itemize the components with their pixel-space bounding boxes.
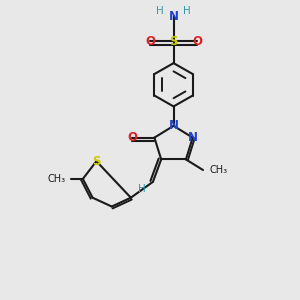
Text: O: O (145, 34, 155, 48)
Text: H: H (138, 184, 146, 194)
Text: N: N (169, 10, 178, 22)
Text: N: N (188, 131, 198, 144)
Text: S: S (92, 155, 101, 168)
Text: O: O (192, 34, 202, 48)
Text: O: O (127, 131, 137, 144)
Text: S: S (169, 34, 178, 48)
Text: N: N (169, 119, 178, 132)
Text: CH₃: CH₃ (48, 174, 66, 184)
Text: H: H (156, 6, 164, 16)
Text: CH₃: CH₃ (209, 165, 228, 175)
Text: H: H (183, 6, 191, 16)
